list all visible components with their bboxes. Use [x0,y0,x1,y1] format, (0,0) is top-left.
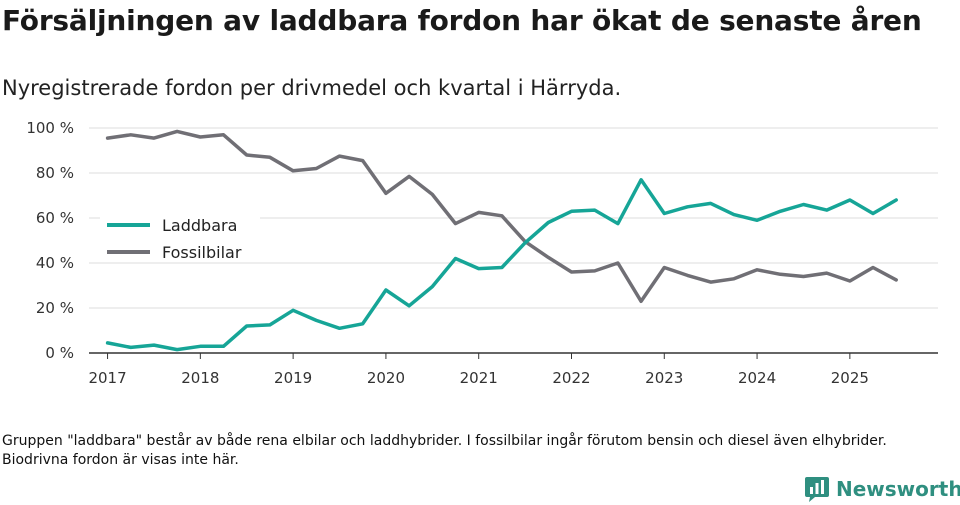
x-tick-label: 2025 [831,369,869,387]
data-series [105,129,898,352]
x-tick-label: 2017 [88,369,126,387]
legend-label-fossilbilar: Fossilbilar [162,243,242,262]
legend: Laddbara Fossilbilar [100,209,260,262]
series-line-fossilbilar [105,129,898,304]
series-line-laddbara [105,178,898,352]
chart-subtitle: Nyregistrerade fordon per drivmedel och … [2,76,622,100]
x-tick-label: 2021 [460,369,498,387]
footnote: Gruppen "laddbara" består av både rena e… [2,433,887,468]
chart-title: Försäljningen av laddbara fordon har öka… [2,4,922,37]
legend-label-laddbara: Laddbara [162,216,237,235]
y-tick-label: 60 % [36,209,74,227]
x-tick-label: 2024 [738,369,776,387]
y-tick-label: 20 % [36,299,74,317]
legend-background [100,209,260,233]
x-axis-ticks: 2017 2018 2019 2020 2021 2022 2023 2024 2025 [88,352,938,387]
legend-background [100,236,260,260]
x-tick-label: 2020 [367,369,405,387]
brand-name: Newsworthy [836,477,960,501]
y-tick-label: 40 % [36,254,74,272]
x-tick-label: 2023 [645,369,683,387]
x-tick-label: 2019 [274,369,312,387]
y-tick-label: 80 % [36,164,74,182]
grid-lines [89,127,938,309]
y-axis-ticks: 0 % 20 % 40 % 60 % 80 % 100 % [26,119,74,362]
y-tick-label: 100 % [26,119,74,137]
x-tick-label: 2018 [181,369,219,387]
y-tick-label: 0 % [45,344,74,362]
x-tick-label: 2022 [552,369,590,387]
line-chart: 0 % 20 % 40 % 60 % 80 % 100 % 2017 2018 2019 202… [26,119,938,387]
newsworthy-logo[interactable]: Newsworthy [804,474,960,504]
newsworthy-chart-icon [805,477,829,502]
